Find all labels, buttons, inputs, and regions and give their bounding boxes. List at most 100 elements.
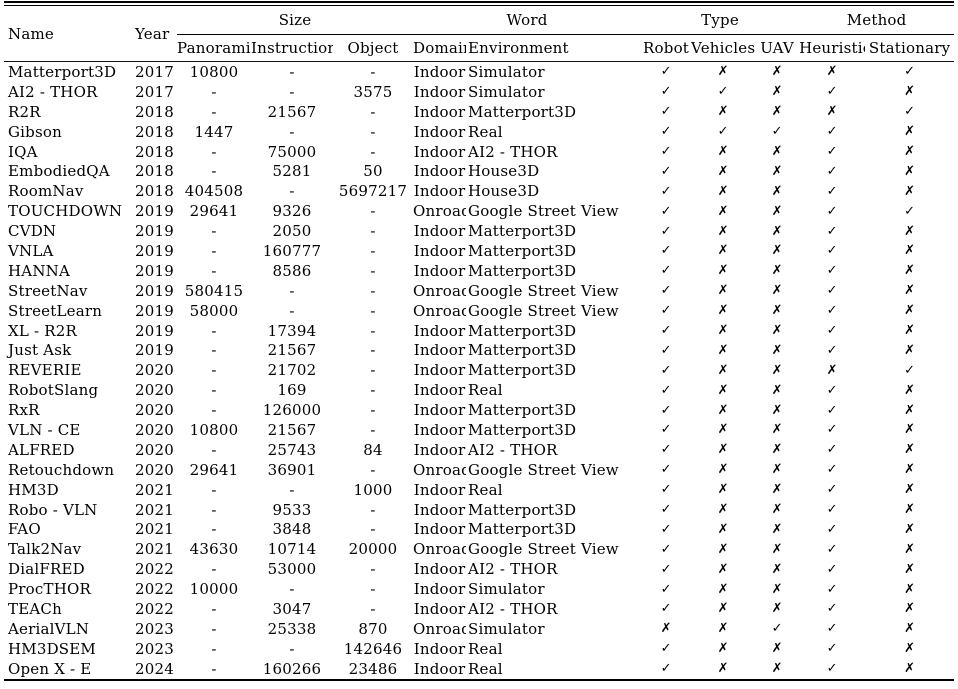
cell-environment: Real bbox=[468, 381, 503, 400]
cell-object: - bbox=[370, 341, 376, 360]
mark-stationary: ✗ bbox=[904, 601, 916, 617]
mark-stationary: ✓ bbox=[904, 203, 916, 219]
mark-vehicles: ✗ bbox=[717, 561, 729, 577]
mark-heuristic: ✗ bbox=[826, 64, 838, 80]
cell-domain: Onroad bbox=[413, 281, 467, 300]
cell-panoramic: - bbox=[211, 619, 217, 638]
cell-instruction: 75000 bbox=[267, 142, 317, 161]
mark-heuristic: ✓ bbox=[826, 581, 838, 597]
mark-vehicles: ✗ bbox=[717, 581, 729, 597]
cell-panoramic: - bbox=[211, 560, 217, 579]
cell-environment: Simulator bbox=[468, 62, 545, 81]
cell-domain: Indoor bbox=[413, 122, 466, 141]
mark-robot: ✓ bbox=[660, 263, 672, 279]
table-body: Matterport3D 2017 10800- - Indoor Simulator ✓ ✗… bbox=[4, 62, 954, 680]
cell-name: HM3DSEM bbox=[8, 639, 96, 658]
header-group-row: Name Year Size Word Type Method bbox=[4, 5, 955, 62]
cell-instruction: 21567 bbox=[267, 420, 317, 439]
mark-stationary: ✗ bbox=[904, 183, 916, 199]
mark-uav: ✗ bbox=[771, 263, 783, 279]
cell-panoramic: - bbox=[211, 361, 217, 380]
cell-domain: Indoor bbox=[413, 162, 466, 181]
mark-robot: ✓ bbox=[660, 462, 672, 478]
cell-year: 2019 bbox=[135, 261, 174, 280]
mark-heuristic: ✓ bbox=[826, 183, 838, 199]
cell-domain: Indoor bbox=[413, 241, 466, 260]
cell-domain: Indoor bbox=[413, 321, 466, 340]
cell-panoramic: 1447 bbox=[194, 122, 234, 141]
cell-environment: Simulator bbox=[468, 580, 545, 599]
mark-stationary: ✗ bbox=[904, 223, 916, 239]
mark-uav: ✗ bbox=[771, 402, 783, 418]
cell-year: 2018 bbox=[135, 102, 174, 121]
cell-domain: Indoor bbox=[413, 520, 466, 539]
mark-stationary: ✗ bbox=[904, 323, 916, 339]
mark-uav: ✗ bbox=[771, 422, 783, 438]
cell-object: - bbox=[370, 301, 376, 320]
mark-vehicles: ✗ bbox=[717, 243, 729, 259]
cell-object: - bbox=[370, 122, 376, 141]
mark-heuristic: ✓ bbox=[826, 521, 838, 537]
cell-name: CVDN bbox=[8, 222, 57, 241]
mark-heuristic: ✓ bbox=[826, 263, 838, 279]
cell-instruction: 8586 bbox=[272, 261, 312, 280]
cell-domain: Indoor bbox=[413, 480, 466, 499]
mark-robot: ✓ bbox=[660, 601, 672, 617]
cell-panoramic: - bbox=[211, 381, 217, 400]
cell-panoramic: 10800 bbox=[189, 62, 239, 81]
cell-domain: Indoor bbox=[413, 102, 466, 121]
cell-name: Robo - VLN bbox=[8, 500, 98, 519]
mark-heuristic: ✓ bbox=[826, 124, 838, 140]
cell-name: RoomNav bbox=[8, 182, 84, 201]
cell-domain: Onroad bbox=[413, 540, 467, 559]
mark-uav: ✗ bbox=[771, 601, 783, 617]
cell-environment: Simulator bbox=[468, 82, 545, 101]
cell-environment: Matterport3D bbox=[468, 222, 577, 241]
cell-instruction: 25743 bbox=[267, 440, 317, 459]
mark-stationary: ✗ bbox=[904, 303, 916, 319]
cell-object: 142646 bbox=[343, 639, 403, 658]
cell-object: - bbox=[370, 261, 376, 280]
mark-heuristic: ✓ bbox=[826, 462, 838, 478]
cell-year: 2019 bbox=[135, 321, 174, 340]
table-row: TOUCHDOWN 2019 29641 9326 - Onroad Google Stre… bbox=[4, 201, 954, 221]
mark-vehicles: ✗ bbox=[717, 402, 729, 418]
cell-year: 2021 bbox=[135, 480, 174, 499]
cell-instruction: - bbox=[289, 281, 295, 300]
cell-instruction: 21567 bbox=[267, 102, 317, 121]
cell-instruction: 9326 bbox=[272, 202, 312, 221]
cell-domain: Indoor bbox=[413, 341, 466, 360]
mark-heuristic: ✓ bbox=[826, 661, 838, 677]
cell-panoramic: - bbox=[211, 639, 217, 658]
mark-heuristic: ✓ bbox=[826, 283, 838, 299]
mark-uav: ✗ bbox=[771, 661, 783, 677]
mark-uav: ✗ bbox=[771, 243, 783, 259]
mark-heuristic: ✓ bbox=[826, 84, 838, 100]
mark-uav: ✗ bbox=[771, 144, 783, 159]
cell-domain: Indoor bbox=[413, 401, 466, 420]
cell-object: - bbox=[370, 142, 376, 161]
mark-vehicles: ✗ bbox=[717, 263, 729, 279]
cell-name: Gibson bbox=[8, 122, 62, 141]
table-row: DialFRED 2022 - 53000 - Indoor AI2 - THOR ✓ ✗ ✗ ✓ ✗ bbox=[4, 559, 954, 579]
cell-instruction: - bbox=[289, 639, 295, 658]
mark-uav: ✗ bbox=[771, 541, 783, 557]
column-header-stationary: Stationary bbox=[865, 34, 955, 62]
table-header: Name Year Size Word Type Method Panorami… bbox=[4, 5, 955, 62]
mark-vehicles: ✗ bbox=[717, 362, 729, 378]
column-header-robot: Robot bbox=[641, 34, 692, 62]
mark-heuristic: ✓ bbox=[826, 342, 838, 358]
mark-stationary: ✓ bbox=[904, 64, 916, 80]
column-group-method: Method bbox=[799, 5, 955, 35]
mark-vehicles: ✗ bbox=[717, 462, 729, 478]
cell-instruction: 169 bbox=[277, 381, 307, 400]
mark-vehicles: ✗ bbox=[717, 283, 729, 299]
mark-stationary: ✗ bbox=[904, 502, 916, 518]
cell-domain: Indoor bbox=[413, 440, 466, 459]
dataset-comparison-table: Name Year Size Word Type Method Panorami… bbox=[4, 5, 955, 681]
table-row: Talk2Nav 2021 43630 10714 20000 Onroad Google … bbox=[4, 539, 954, 559]
cell-name: IQA bbox=[8, 142, 38, 161]
cell-object: - bbox=[370, 500, 376, 519]
cell-year: 2017 bbox=[135, 82, 174, 101]
